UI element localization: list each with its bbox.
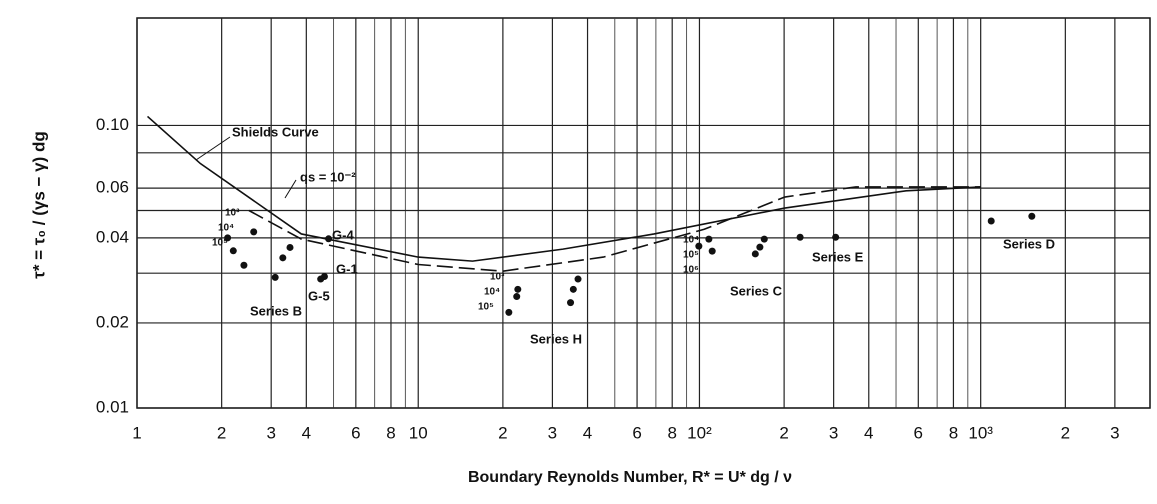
annotation: 10⁵ — [683, 250, 699, 261]
series-label: Series B — [250, 303, 302, 318]
data-point — [832, 233, 840, 241]
data-point — [505, 308, 513, 316]
y-axis-label: τ* = τ₀ / (γs − γ) dg — [29, 131, 48, 279]
x-tick-label: 6 — [632, 423, 641, 442]
annotation: 10⁴ — [218, 223, 234, 234]
x-axis-label: Boundary Reynolds Number, R* = U* dg / ν — [468, 469, 792, 486]
x-tick-label: 8 — [386, 423, 395, 442]
data-point — [514, 285, 522, 293]
data-point — [695, 242, 703, 250]
plot-frame — [136, 17, 1151, 409]
x-tick-label: 1 — [132, 423, 141, 442]
data-point — [229, 247, 237, 255]
annotation: 10⁵ — [478, 302, 494, 313]
data-point — [760, 235, 768, 243]
data-point — [271, 273, 279, 281]
data-point — [279, 254, 287, 262]
data-point — [286, 243, 294, 251]
y-tick-label: 0.04 — [96, 227, 129, 246]
data-point — [513, 293, 521, 301]
x-tick-label: 2 — [498, 423, 507, 442]
label-pointer — [284, 179, 297, 199]
data-point — [240, 261, 248, 269]
x-tick-label: 4 — [864, 423, 873, 442]
x-tick-label: 8 — [949, 423, 958, 442]
label-pointer — [195, 136, 231, 161]
series-label: Series E — [812, 249, 864, 264]
annotation: 10³ — [225, 208, 240, 219]
x-tick-label: 10² — [687, 423, 712, 442]
curve — [146, 115, 981, 262]
y-tick-label: 0.01 — [96, 397, 129, 416]
x-tick-label: 6 — [351, 423, 360, 442]
annotation: G-4 — [332, 227, 354, 242]
series-label: Series D — [1003, 236, 1055, 251]
series-label: Series C — [730, 283, 783, 298]
data-point — [708, 247, 716, 255]
x-tick-label: 10³ — [968, 423, 993, 442]
y-tick-label: 0.06 — [96, 178, 129, 197]
data-point — [1028, 212, 1036, 220]
data-point — [250, 228, 258, 236]
x-tick-label: 2 — [1061, 423, 1070, 442]
annotation: G-1 — [336, 261, 358, 276]
series-label: Series H — [530, 331, 582, 346]
x-tick-label: 3 — [1110, 423, 1119, 442]
annotation: 10⁵ — [212, 238, 228, 249]
x-tick-label: 10 — [409, 423, 428, 442]
data-point — [567, 299, 575, 307]
data-point — [705, 235, 713, 243]
series-label: Shields Curve — [232, 124, 319, 139]
x-tick-label: 6 — [914, 423, 923, 442]
data-point — [317, 275, 325, 283]
data-point — [796, 233, 804, 241]
series-label: qs = 10⁻² — [300, 169, 356, 184]
annotation: 10⁴ — [484, 287, 500, 298]
data-point — [756, 243, 764, 251]
y-tick-label: 0.10 — [96, 115, 129, 134]
x-tick-label: 2 — [779, 423, 788, 442]
data-point — [987, 217, 995, 225]
y-tick-label: 0.02 — [96, 312, 129, 331]
annotation: 10⁴ — [683, 235, 699, 246]
annotation: 10⁶ — [683, 265, 699, 276]
data-point — [569, 285, 577, 293]
x-tick-label: 4 — [302, 423, 311, 442]
x-tick-label: 3 — [829, 423, 838, 442]
data-point — [574, 275, 582, 283]
data-point — [751, 250, 759, 258]
data-point — [224, 234, 232, 242]
dashed-curve — [248, 186, 981, 272]
data-point — [325, 235, 333, 243]
x-tick-label: 8 — [667, 423, 676, 442]
annotation: G-5 — [308, 288, 330, 303]
x-tick-label: 3 — [548, 423, 557, 442]
x-tick-label: 3 — [266, 423, 275, 442]
annotation: 10³ — [490, 272, 505, 283]
x-tick-label: 4 — [583, 423, 592, 442]
x-tick-label: 2 — [217, 423, 226, 442]
